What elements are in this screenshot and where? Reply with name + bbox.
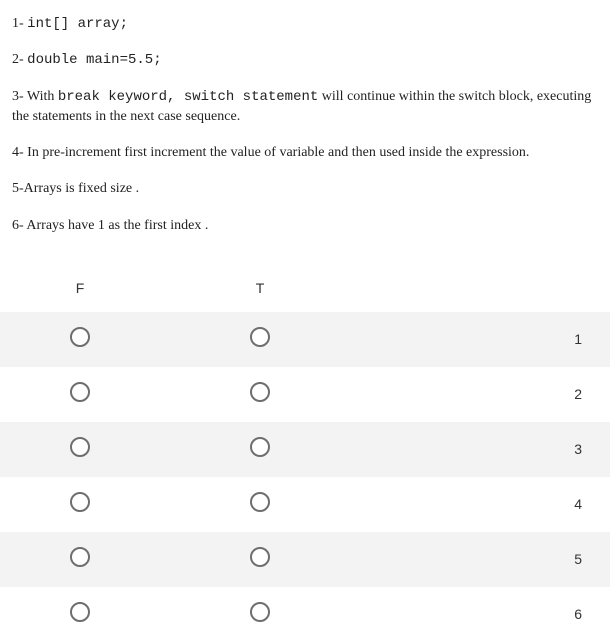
row-number-3: 3 (574, 441, 582, 457)
statement-2-prefix: 2- (12, 52, 27, 67)
answer-row: 3 (0, 422, 610, 477)
statement-3-mono: break keyword, switch statement (58, 89, 318, 105)
answer-row: 6 (0, 587, 610, 642)
radio-f-6[interactable] (70, 602, 90, 622)
header-f: F (76, 280, 85, 296)
radio-f-4[interactable] (70, 492, 90, 512)
answer-row: 5 (0, 532, 610, 587)
row-number-5: 5 (574, 551, 582, 567)
grid-header-row: F T (0, 266, 610, 312)
statement-2: 2- double main=5.5; (12, 50, 598, 70)
statement-1-prefix: 1- (12, 16, 27, 31)
answer-row: 2 (0, 367, 610, 422)
statement-1-mono: int[] array; (27, 16, 128, 32)
radio-t-5[interactable] (250, 547, 270, 567)
statement-6: 6- Arrays have 1 as the first index . (12, 216, 598, 236)
statement-2-mono: double main=5.5; (27, 52, 161, 68)
question-content: 1- int[] array; 2- double main=5.5; 3- W… (0, 0, 610, 236)
radio-t-4[interactable] (250, 492, 270, 512)
row-number-6: 6 (574, 606, 582, 622)
row-number-4: 4 (574, 496, 582, 512)
radio-t-6[interactable] (250, 602, 270, 622)
radio-t-2[interactable] (250, 382, 270, 402)
radio-f-1[interactable] (70, 327, 90, 347)
statement-5-text: 5-Arrays is fixed size . (12, 181, 139, 196)
row-number-2: 2 (574, 386, 582, 402)
statement-1: 1- int[] array; (12, 14, 598, 34)
statement-5: 5-Arrays is fixed size . (12, 179, 598, 199)
answer-row: 4 (0, 477, 610, 532)
statement-4-text: 4- In pre-increment first increment the … (12, 145, 529, 160)
statement-4: 4- In pre-increment first increment the … (12, 143, 598, 163)
row-number-1: 1 (574, 331, 582, 347)
statement-3: 3- With break keyword, switch statement … (12, 87, 598, 128)
header-t: T (256, 280, 265, 296)
statement-3-prefix: 3- With (12, 89, 58, 104)
statement-6-text: 6- Arrays have 1 as the first index . (12, 218, 208, 233)
answer-row: 1 (0, 312, 610, 367)
radio-t-1[interactable] (250, 327, 270, 347)
radio-f-5[interactable] (70, 547, 90, 567)
radio-t-3[interactable] (250, 437, 270, 457)
radio-f-3[interactable] (70, 437, 90, 457)
answer-grid: F T 1 2 3 4 5 6 (0, 266, 610, 642)
radio-f-2[interactable] (70, 382, 90, 402)
